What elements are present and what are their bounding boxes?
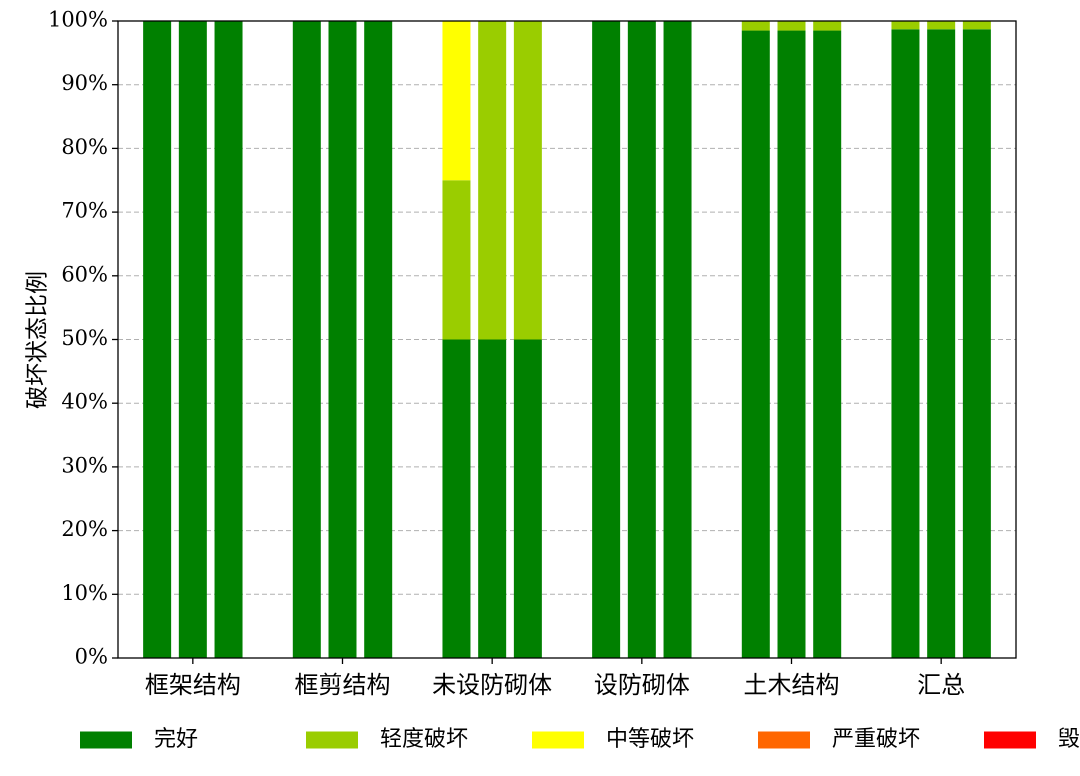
bar-segment <box>777 30 806 659</box>
legend: 完好 轻度破坏 中等破坏 严重破坏 毁坏 <box>80 727 1080 752</box>
legend-label: 严重破坏 <box>832 727 920 752</box>
bar-segment <box>891 29 920 658</box>
bar-segment <box>478 339 507 658</box>
y-tick-label: 90% <box>61 71 108 95</box>
bar-segment <box>741 21 770 31</box>
bar-segment <box>741 30 770 659</box>
x-tick-label: 汇总 <box>917 671 965 699</box>
bar-segment <box>513 339 542 658</box>
bar-segment <box>143 21 172 658</box>
y-axis-label: 破坏状态比例 <box>25 271 51 409</box>
bar-segment <box>962 21 991 30</box>
y-tick-label: 50% <box>61 326 108 350</box>
bar-segment <box>627 21 656 658</box>
bar-segment <box>442 21 471 181</box>
bar-segment <box>442 180 471 340</box>
legend-label: 完好 <box>154 727 198 752</box>
legend-swatch <box>758 731 810 749</box>
x-axis-ticks: 框架结构 框剪结构 未设防砌体 设防砌体 土木结构 汇总 <box>145 658 965 699</box>
legend-label: 毁坏 <box>1058 727 1080 752</box>
y-tick-label: 70% <box>61 199 108 223</box>
legend-swatch <box>984 731 1036 749</box>
x-tick-label: 土木结构 <box>744 671 840 699</box>
x-tick-label: 设防砌体 <box>594 671 690 699</box>
grid-lines <box>118 84 1016 595</box>
bar-segment <box>442 339 471 658</box>
bar-segment <box>927 29 956 658</box>
bar-segment <box>663 21 692 658</box>
bar-segment <box>777 21 806 31</box>
y-tick-label: 100% <box>48 8 108 32</box>
bar-segment <box>592 21 621 658</box>
bar-segment <box>927 21 956 30</box>
bar-segment <box>813 30 842 659</box>
legend-label: 中等破坏 <box>606 727 694 752</box>
bars <box>143 21 991 659</box>
bar-segment <box>813 21 842 31</box>
bar-segment <box>328 21 357 658</box>
bar-segment <box>962 29 991 658</box>
bar-segment <box>214 21 243 658</box>
y-tick-label: 10% <box>61 581 108 605</box>
legend-swatch <box>306 731 358 749</box>
y-tick-label: 0% <box>75 645 108 669</box>
legend-swatch <box>80 731 132 749</box>
legend-swatch <box>532 731 584 749</box>
bar-segment <box>364 21 393 658</box>
y-tick-label: 30% <box>61 453 108 477</box>
x-tick-label: 框剪结构 <box>295 671 391 699</box>
y-tick-label: 60% <box>61 262 108 286</box>
x-tick-label: 框架结构 <box>145 671 241 699</box>
y-axis-ticks: 0% 10% 20% 30% 40% 50% 60% 70% 80% 90% 100% <box>48 8 118 669</box>
y-tick-label: 80% <box>61 135 108 159</box>
legend-label: 轻度破坏 <box>380 727 468 752</box>
bar-segment <box>292 21 321 658</box>
bar-segment <box>891 21 920 30</box>
x-tick-label: 未设防砌体 <box>432 671 552 699</box>
bar-segment <box>513 21 542 340</box>
bar-segment <box>178 21 207 658</box>
y-tick-label: 40% <box>61 390 108 414</box>
bar-segment <box>478 21 507 340</box>
y-tick-label: 20% <box>61 517 108 541</box>
